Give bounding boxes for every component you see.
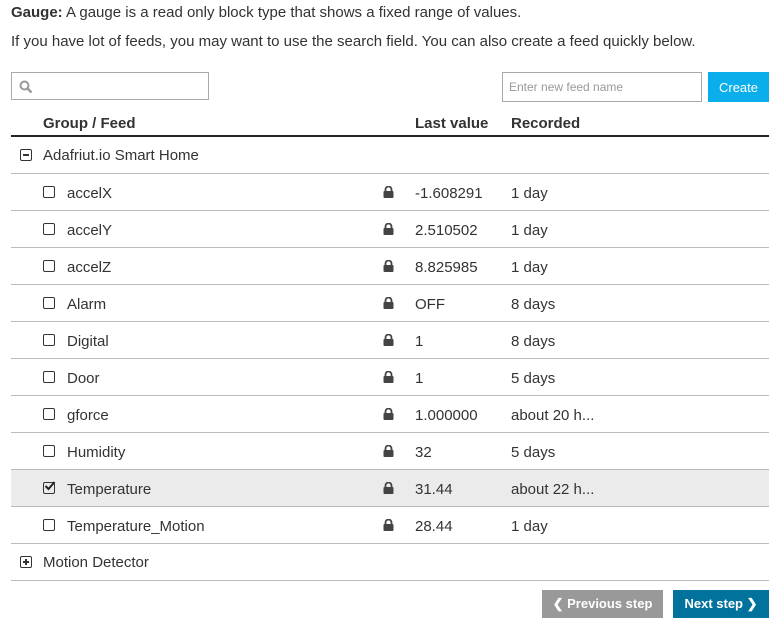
header-recorded: Recorded — [511, 115, 581, 132]
feed-checkbox[interactable] — [43, 223, 55, 235]
new-feed-name-input[interactable] — [502, 72, 702, 102]
header-group-feed: Group / Feed — [43, 115, 136, 132]
lock-icon — [383, 297, 394, 309]
feed-recorded: 1 day — [511, 259, 548, 276]
lock-icon — [383, 519, 394, 531]
feed-name: accelZ — [67, 259, 112, 276]
header-last-value: Last value — [415, 115, 489, 132]
feed-name: Door — [67, 370, 100, 387]
feed-checkbox[interactable] — [43, 408, 55, 420]
group-row[interactable]: Motion Detector — [11, 544, 769, 581]
feed-recorded: 1 day — [511, 518, 548, 535]
feed-recorded: 8 days — [511, 333, 556, 350]
feed-row[interactable]: accelY 2.510502 1 day — [11, 211, 769, 248]
feed-last-value: 28.44 — [415, 518, 453, 535]
create-button[interactable]: Create — [708, 72, 769, 102]
collapse-icon[interactable] — [20, 149, 32, 161]
feed-name: Temperature — [67, 481, 152, 498]
feed-recorded: about 22 h... — [511, 481, 595, 498]
feed-last-value: -1.608291 — [415, 185, 483, 202]
gauge-label: Gauge: — [11, 4, 63, 21]
gauge-description: Gauge: A gauge is a read only block type… — [11, 4, 521, 21]
next-step-label: Next step — [684, 596, 743, 611]
feed-name: accelX — [67, 185, 113, 202]
search-input[interactable] — [11, 72, 209, 100]
chevron-right-icon: ❯ — [743, 596, 758, 611]
feeds-table: Group / Feed Last value Recorded Adafriu… — [11, 108, 769, 581]
lock-icon — [383, 408, 394, 420]
feed-last-value: 32 — [415, 444, 432, 461]
feed-row[interactable]: accelZ 8.825985 1 day — [11, 248, 769, 285]
feed-checkbox[interactable] — [43, 260, 55, 272]
feed-recorded: 1 day — [511, 185, 548, 202]
feed-row[interactable]: Temperature_Motion 28.44 1 day — [11, 507, 769, 544]
feed-checkbox[interactable] — [43, 519, 55, 531]
feed-name: gforce — [67, 407, 109, 424]
feed-row[interactable]: Digital 1 8 days — [11, 322, 769, 359]
lock-icon — [383, 186, 394, 198]
group-name: Motion Detector — [43, 554, 149, 571]
feed-recorded: 5 days — [511, 370, 556, 387]
feed-recorded: 8 days — [511, 296, 556, 313]
previous-step-label: Previous step — [567, 596, 653, 611]
group-name: Adafriut.io Smart Home — [43, 147, 199, 164]
feed-row[interactable]: Humidity 32 5 days — [11, 433, 769, 470]
feed-row[interactable]: Alarm OFF 8 days — [11, 285, 769, 322]
feed-last-value: 1 — [415, 333, 424, 350]
feed-checkbox[interactable] — [43, 334, 55, 346]
lock-icon — [383, 334, 394, 346]
feed-last-value: 1.000000 — [415, 407, 478, 424]
previous-step-button[interactable]: ❮ Previous step — [542, 590, 663, 618]
feed-row[interactable]: Temperature 31.44 about 22 h... — [11, 470, 769, 507]
feed-last-value: 8.825985 — [415, 259, 478, 276]
lock-icon — [383, 223, 394, 235]
feed-last-value: OFF — [415, 296, 445, 313]
feed-row[interactable]: Door 1 5 days — [11, 359, 769, 396]
lock-icon — [383, 445, 394, 457]
search-hint: If you have lot of feeds, you may want t… — [11, 33, 696, 50]
search-icon — [19, 80, 33, 94]
feed-checkbox[interactable] — [43, 371, 55, 383]
feed-name: Alarm — [67, 296, 107, 313]
feed-recorded: 5 days — [511, 444, 556, 461]
expand-icon[interactable] — [20, 556, 32, 568]
feed-recorded: 1 day — [511, 222, 548, 239]
feed-name: Humidity — [67, 444, 126, 461]
group-row[interactable]: Adafriut.io Smart Home — [11, 137, 769, 174]
feed-checkbox[interactable] — [43, 186, 55, 198]
lock-icon — [383, 482, 394, 494]
table-header: Group / Feed Last value Recorded — [11, 108, 769, 137]
feed-last-value: 1 — [415, 370, 424, 387]
feed-checkbox[interactable] — [43, 481, 56, 494]
feed-checkbox[interactable] — [43, 445, 55, 457]
feed-last-value: 2.510502 — [415, 222, 478, 239]
chevron-left-icon: ❮ — [552, 596, 568, 611]
feed-row[interactable]: gforce 1.000000 about 20 h... — [11, 396, 769, 433]
feed-name: Digital — [67, 333, 109, 350]
lock-icon — [383, 260, 394, 272]
feed-last-value: 31.44 — [415, 481, 453, 498]
feed-name: accelY — [67, 222, 113, 239]
feed-checkbox[interactable] — [43, 297, 55, 309]
feed-recorded: about 20 h... — [511, 407, 595, 424]
feed-name: Temperature_Motion — [67, 518, 205, 535]
next-step-button[interactable]: Next step ❯ — [673, 590, 769, 618]
feed-row[interactable]: accelX -1.608291 1 day — [11, 174, 769, 211]
gauge-text: A gauge is a read only block type that s… — [62, 4, 522, 21]
lock-icon — [383, 371, 394, 383]
